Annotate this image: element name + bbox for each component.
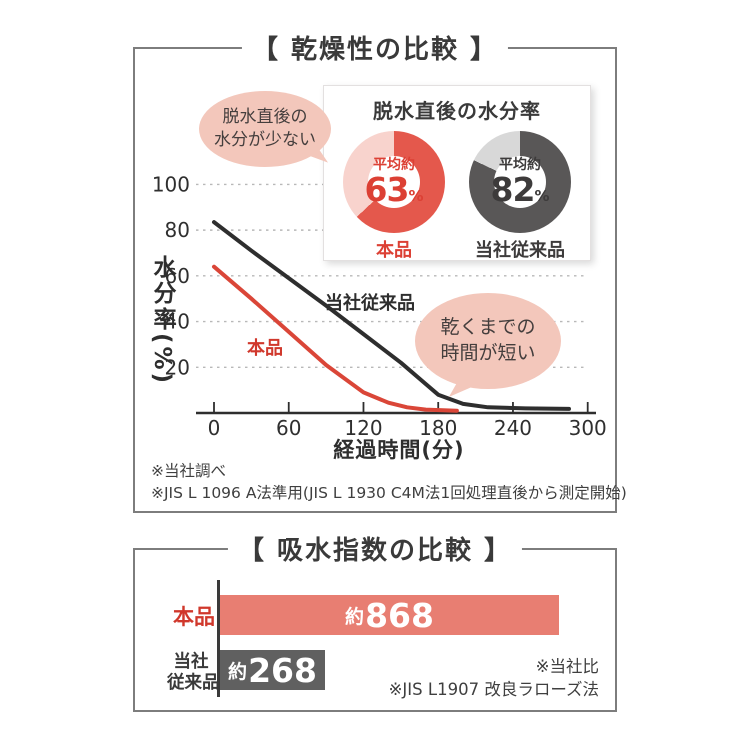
svg-text:60: 60 [276, 416, 301, 440]
bubble-right-line2: 時間が短い [440, 342, 536, 364]
svg-text:20: 20 [165, 355, 190, 379]
donut-product-label: 本品 [376, 240, 412, 261]
donut-row: 平均約 63% 本品 平均約 82% 当社従来品 [324, 131, 590, 262]
donut-product-number: 63 [364, 170, 410, 210]
bar-conventional-value: 268 [248, 650, 317, 690]
svg-text:300: 300 [569, 416, 607, 440]
donut-chart-product: 平均約 63% [343, 131, 445, 233]
bar-label-conventional: 当社 従来品 [167, 652, 220, 693]
footnote-jis-larose: ※JIS L1907 改良ラローズ法 [388, 679, 599, 699]
inset-title: 脱水直後の水分率 [373, 99, 541, 123]
annotation-bubble-less-moisture: 脱水直後の 水分が少ない [199, 91, 331, 167]
donut-col-conventional: 平均約 82% 当社従来品 [469, 131, 571, 262]
series-label-conventional: 当社従来品 [325, 293, 415, 314]
svg-text:180: 180 [419, 416, 457, 440]
bar-chart-axis [217, 580, 220, 697]
donut-col-product: 平均約 63% 本品 [343, 131, 445, 262]
bubble-left-line1: 脱水直後の [222, 107, 308, 128]
donut-conventional-prefix: 平均約 [499, 156, 541, 173]
annotation-bubble-dries-faster: 乾くまでの 時間が短い [415, 293, 561, 389]
bar-product-value: 868 [365, 595, 434, 635]
svg-text:40: 40 [165, 310, 190, 334]
x-axis-label: 経過時間(分) [333, 438, 465, 462]
bubble-right-line1: 乾くまでの [440, 316, 536, 339]
panel1-title: 【 乾燥性の比較 】 [241, 29, 509, 66]
panel2-footnotes: ※当社比 ※JIS L1907 改良ラローズ法 [389, 655, 599, 701]
moisture-inset-panel: 脱水直後の水分率 平均約 63% 本品 平均約 82% [323, 85, 591, 261]
bar-label-product: 本品 [153, 601, 215, 631]
svg-text:120: 120 [344, 416, 382, 440]
svg-text:240: 240 [494, 416, 532, 440]
bar-product-prefix: 約 [345, 605, 365, 628]
y-axis-label: 水分率(%) [149, 255, 175, 387]
donut-conventional-value: 平均約 82% [469, 131, 571, 233]
donut-conventional-unit: % [534, 187, 550, 206]
bar-label-product-text: 本品 [173, 605, 215, 629]
panel2-title: 【 吸水指数の比較 】 [227, 530, 523, 567]
series-label-product: 本品 [247, 338, 283, 359]
footnote-company-comparison: ※当社比 [535, 656, 599, 676]
bubble-left-line2: 水分が少ない [214, 130, 316, 150]
svg-text:80: 80 [165, 218, 190, 242]
donut-product-prefix: 平均約 [373, 156, 415, 173]
donut-product-value: 平均約 63% [343, 131, 445, 233]
absorption-comparison-panel: 【 吸水指数の比較 】 約 868 約 268 本品 当社 従来品 ※当社比 ※JI… [133, 530, 617, 712]
svg-text:0: 0 [208, 416, 221, 440]
bar-label-conventional-line1: 当社 [173, 652, 209, 672]
svg-text:100: 100 [152, 172, 190, 196]
svg-text:60: 60 [165, 264, 190, 288]
donut-chart-conventional: 平均約 82% [469, 131, 571, 233]
bar-label-conventional-line2: 従来品 [167, 672, 220, 693]
bar-conventional: 約 268 [220, 650, 325, 690]
donut-product-unit: % [408, 187, 424, 206]
bar-product: 約 868 [220, 595, 559, 635]
panel1-footnotes: ※当社調べ ※JIS L 1096 A法準用(JIS L 1930 C4M法1回… [151, 461, 627, 504]
footnote-survey: ※当社調べ [151, 462, 226, 480]
donut-conventional-number: 82 [490, 170, 536, 210]
bar-conventional-prefix: 約 [228, 660, 248, 683]
drying-comparison-panel: 【 乾燥性の比較 】 20 40 60 80 100 0 60 120 180 240 300 水分… [133, 29, 627, 513]
footnote-jis-method: ※JIS L 1096 A法準用(JIS L 1930 C4M法1回処理直後から… [151, 483, 627, 502]
donut-conventional-label: 当社従来品 [475, 240, 565, 261]
